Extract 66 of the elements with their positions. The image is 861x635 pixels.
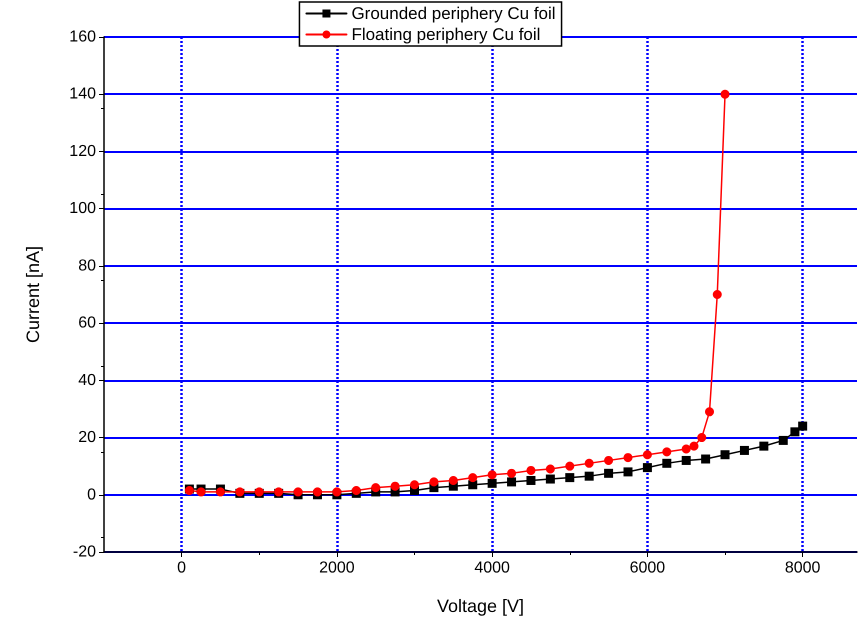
point (759, 442, 768, 451)
point (468, 480, 478, 490)
point (390, 482, 400, 491)
point (642, 450, 652, 460)
point (798, 422, 808, 431)
point (701, 454, 710, 464)
point (623, 467, 632, 476)
legend-label: Grounded periphery Cu foil (351, 4, 556, 23)
point (294, 487, 303, 496)
point (565, 462, 574, 471)
point (584, 472, 594, 481)
point (604, 456, 614, 465)
point (448, 476, 458, 485)
y-tick-label: 0 (87, 486, 96, 504)
y-tick-label: -20 (72, 544, 96, 560)
x-tick-label: 8000 (784, 560, 821, 576)
point (507, 477, 516, 486)
point (352, 486, 361, 495)
point (526, 466, 536, 475)
point (565, 473, 574, 482)
point (790, 427, 800, 436)
point (216, 487, 225, 496)
point (642, 463, 652, 472)
y-tick-label: 120 (69, 142, 96, 160)
point (429, 477, 438, 486)
point (740, 446, 749, 455)
point (468, 473, 478, 482)
point (705, 407, 714, 416)
y-tick-label: 160 (69, 28, 96, 46)
point (689, 442, 698, 451)
y-tick-label: 40 (78, 372, 96, 389)
point (488, 478, 497, 488)
point (488, 470, 497, 480)
y-axis-title: Current [nA] (23, 246, 43, 344)
point (312, 487, 322, 496)
point (778, 436, 788, 445)
point (371, 483, 380, 492)
y-tick-label: 80 (78, 257, 96, 274)
point (410, 480, 420, 490)
point (332, 487, 342, 496)
point (604, 468, 614, 478)
point (526, 476, 536, 485)
point (584, 458, 594, 468)
point (546, 464, 555, 474)
y-tick-label: 60 (78, 314, 96, 332)
point (196, 487, 206, 496)
x-tick-label: 2000 (319, 560, 355, 576)
point (546, 474, 555, 484)
x-tick-label: 4000 (474, 560, 510, 576)
y-tick-label: 100 (69, 200, 96, 218)
point (624, 453, 632, 462)
x-tick-label: 6000 (630, 560, 666, 576)
point (720, 450, 730, 460)
x-tick-label: 0 (177, 560, 186, 576)
point (682, 456, 691, 465)
x-axis-title: Voltage [V] (436, 596, 524, 616)
point (662, 447, 672, 456)
point (682, 444, 691, 454)
legend-label: Floating periphery Cu foil (351, 25, 540, 44)
y-tick-label: 20 (78, 429, 96, 446)
point (720, 90, 730, 99)
point (697, 433, 706, 442)
point (507, 468, 516, 478)
point (712, 290, 722, 299)
y-tick-label: 140 (69, 86, 96, 103)
point (662, 458, 672, 468)
